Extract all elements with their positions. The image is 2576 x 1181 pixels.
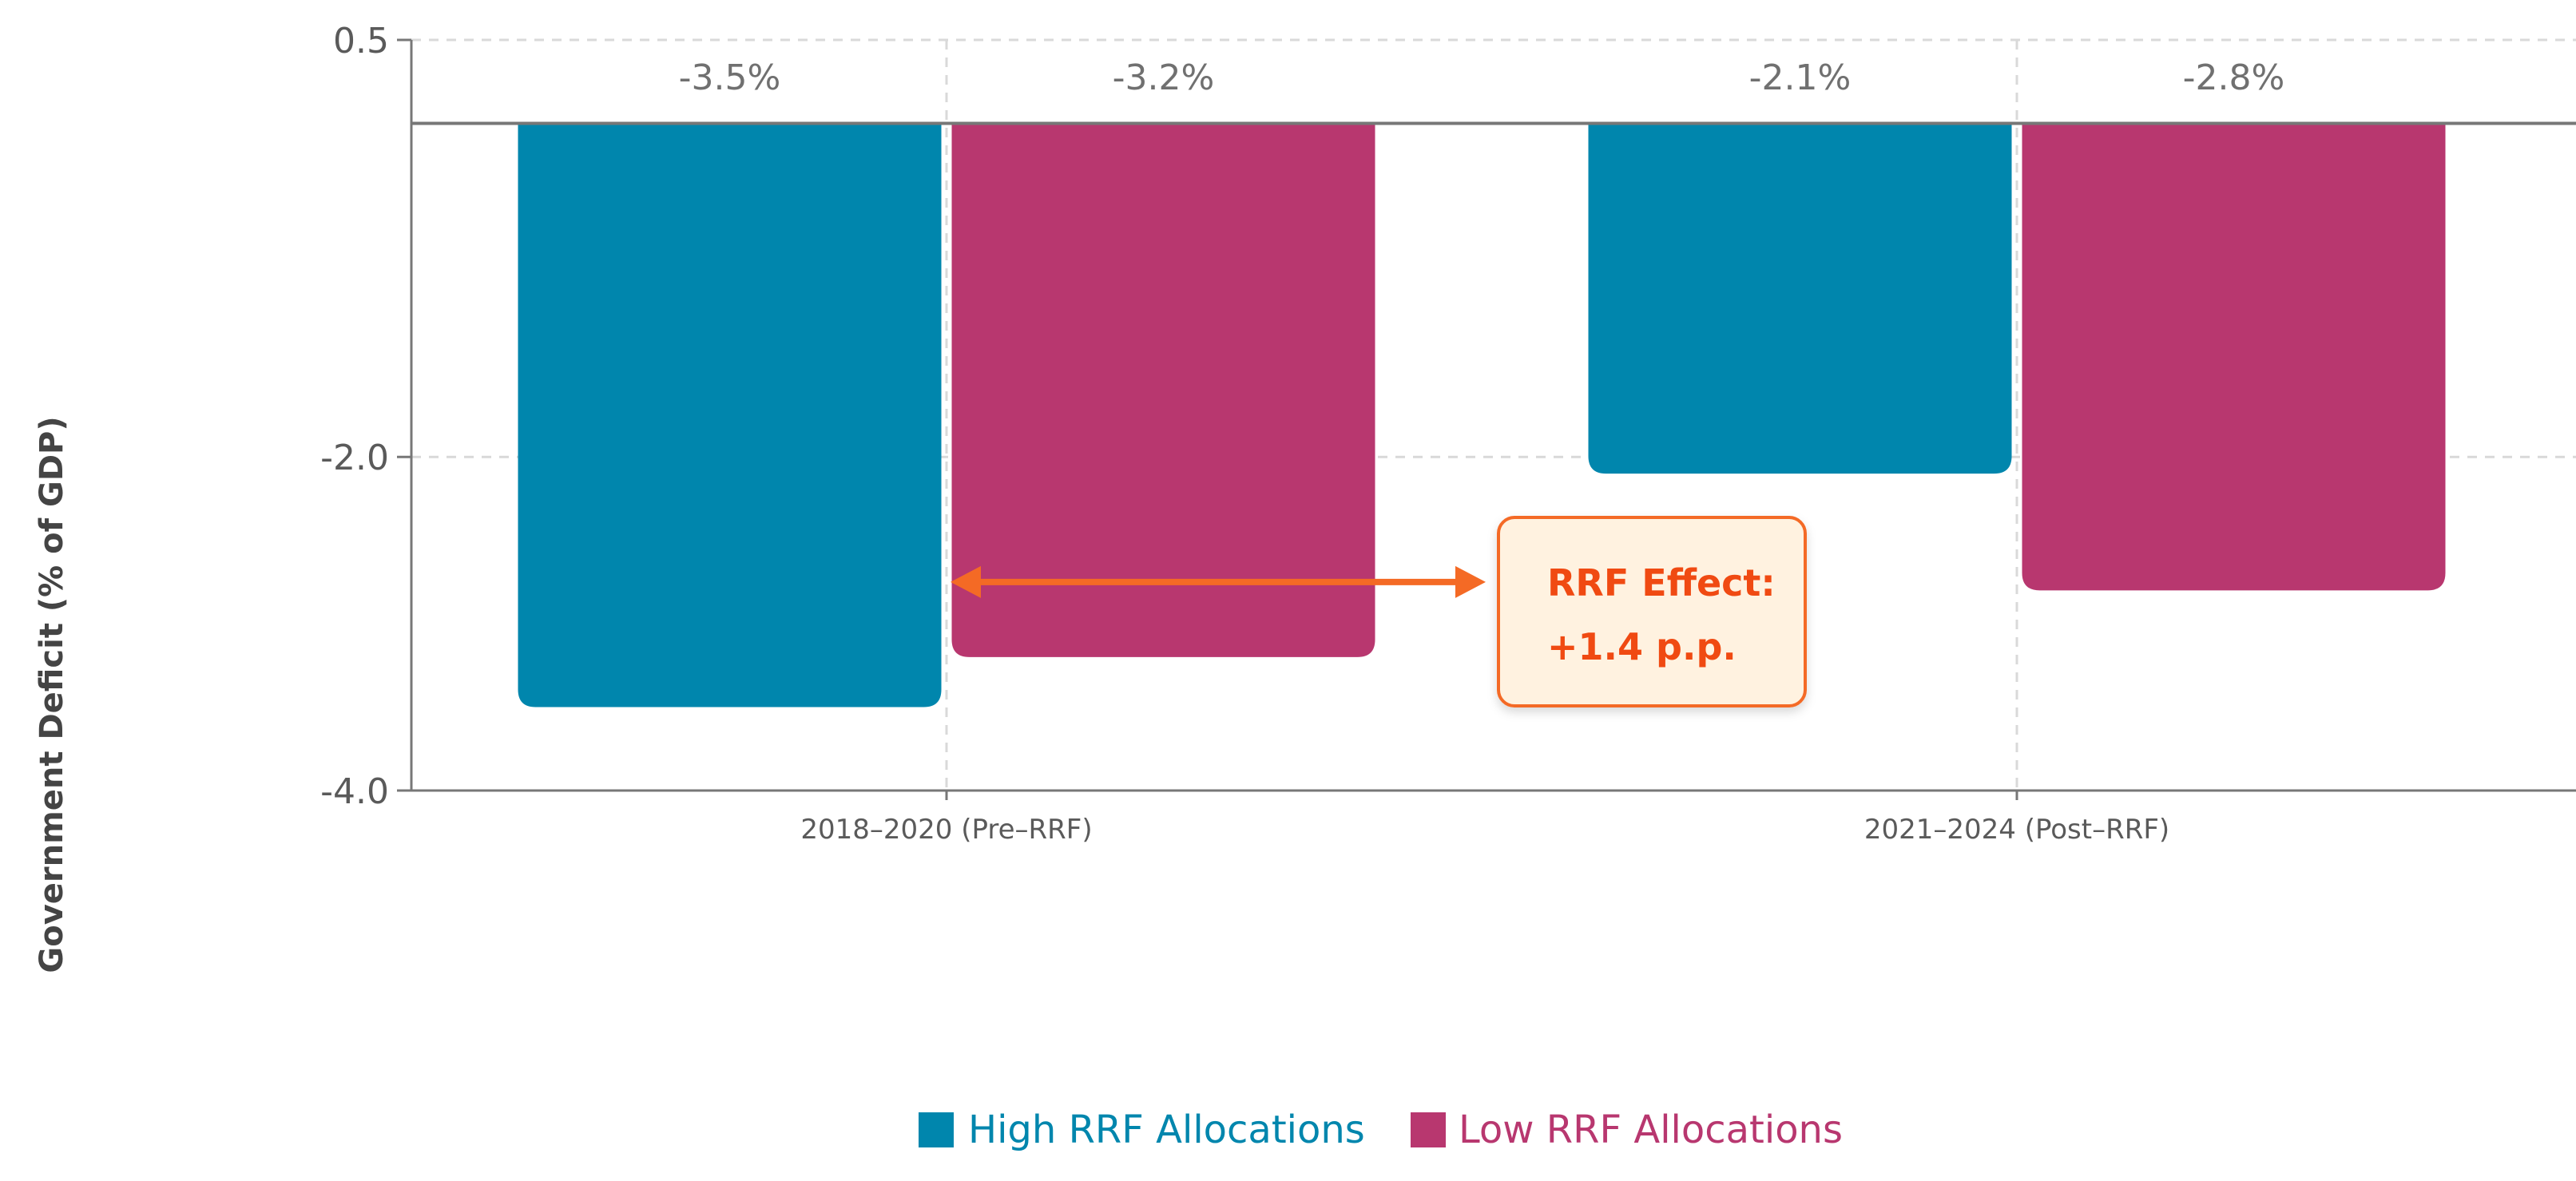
data-label-series1-cat0: -3.2% bbox=[1113, 57, 1215, 98]
legend-item-low[interactable]: Low RRF Allocations bbox=[1411, 1108, 1843, 1152]
rrf-effect-annotation: RRF Effect: +1.4 p.p. bbox=[951, 516, 1807, 707]
legend: High RRF Allocations Low RRF Allocations bbox=[919, 1108, 1843, 1152]
bar-data-labels: -3.5% -2.1% -3.2% -2.8% bbox=[679, 57, 2285, 98]
data-label-series1-cat1: -2.8% bbox=[2183, 57, 2285, 98]
x-tick-label-0: 2018–2020 (Pre–RRF) bbox=[800, 814, 1092, 846]
y-tick-label-2: -4.0 bbox=[320, 771, 389, 812]
bar-layer bbox=[518, 123, 2446, 707]
bar-series0-cat1 bbox=[1588, 123, 2012, 474]
legend-swatch-high bbox=[919, 1112, 954, 1147]
legend-label-low: Low RRF Allocations bbox=[1459, 1108, 1843, 1152]
x-tick-label-1: 2021–2024 (Post–RRF) bbox=[1864, 814, 2169, 846]
annotation-arrowhead-right bbox=[1455, 565, 1486, 598]
bar-series1-cat0 bbox=[951, 123, 1375, 657]
annotation-arrowhead-left bbox=[951, 565, 981, 598]
legend-swatch-low bbox=[1411, 1112, 1446, 1147]
y-tick-label-1: -2.0 bbox=[320, 438, 389, 478]
data-label-series0-cat0: -3.5% bbox=[679, 57, 781, 98]
y-axis-title: Government Deficit (% of GDP) bbox=[34, 416, 70, 973]
y-tick-labels: 0.5 -2.0 -4.0 bbox=[320, 21, 411, 812]
annotation-line-1: RRF Effect: bbox=[1547, 561, 1776, 604]
data-label-series0-cat1: -2.1% bbox=[1749, 57, 1852, 98]
annotation-box bbox=[1497, 516, 1807, 707]
legend-label-high: High RRF Allocations bbox=[968, 1108, 1365, 1152]
bar-series0-cat0 bbox=[518, 123, 942, 707]
bar-series1-cat1 bbox=[2022, 123, 2446, 591]
legend-item-high[interactable]: High RRF Allocations bbox=[919, 1108, 1365, 1152]
annotation-line-2: +1.4 p.p. bbox=[1547, 625, 1737, 668]
y-tick-label-0: 0.5 bbox=[333, 21, 389, 61]
x-tick-labels: 2018–2020 (Pre–RRF) 2021–2024 (Post–RRF) bbox=[800, 791, 2169, 846]
